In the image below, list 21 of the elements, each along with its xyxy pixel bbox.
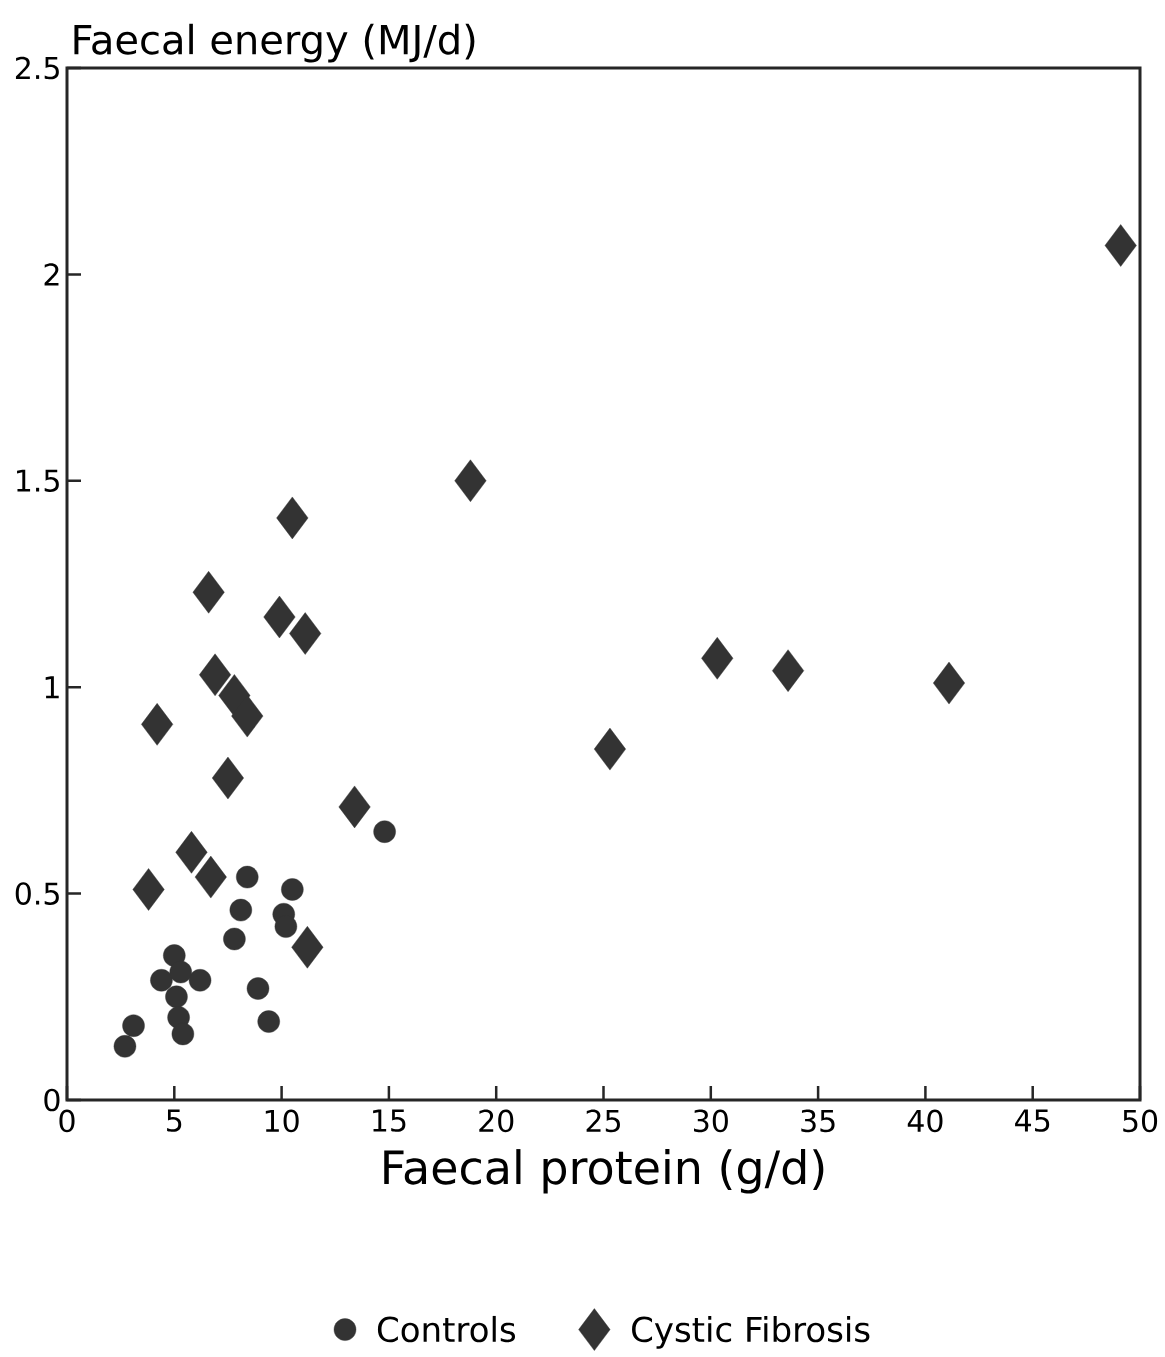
y-tick-label: 2.5 [15,56,59,80]
x-tick-label: 15 [373,1109,406,1132]
x-tick-label: 20 [479,1109,514,1133]
y-tick-label: 1.5 [17,469,59,492]
x-tick-label: 35 [801,1109,835,1133]
x-tick-label: 45 [1015,1109,1050,1132]
x-tick-label: 5 [167,1109,182,1132]
x-tick-label: 30 [694,1109,728,1133]
x-tick-label: 10 [265,1109,299,1133]
y-tick-label: 0 [44,1088,60,1112]
y-axis-title: Faecal energy (MJ/d) [74,23,475,63]
legend-label: Controls [377,1315,516,1343]
x-tick-label: 50 [1123,1109,1158,1133]
legend-label: Cystic Fibrosis [632,1315,870,1349]
y-tick-label: 1 [45,676,59,699]
x-tick-label: 40 [907,1109,943,1133]
x-tick-label: 0 [59,1109,75,1133]
x-axis-title: Faecal protein (g/d) [384,1149,824,1194]
x-tick-label: 25 [586,1109,620,1133]
y-tick-label: 0.5 [15,882,59,905]
y-tick-label: 2 [44,263,59,286]
